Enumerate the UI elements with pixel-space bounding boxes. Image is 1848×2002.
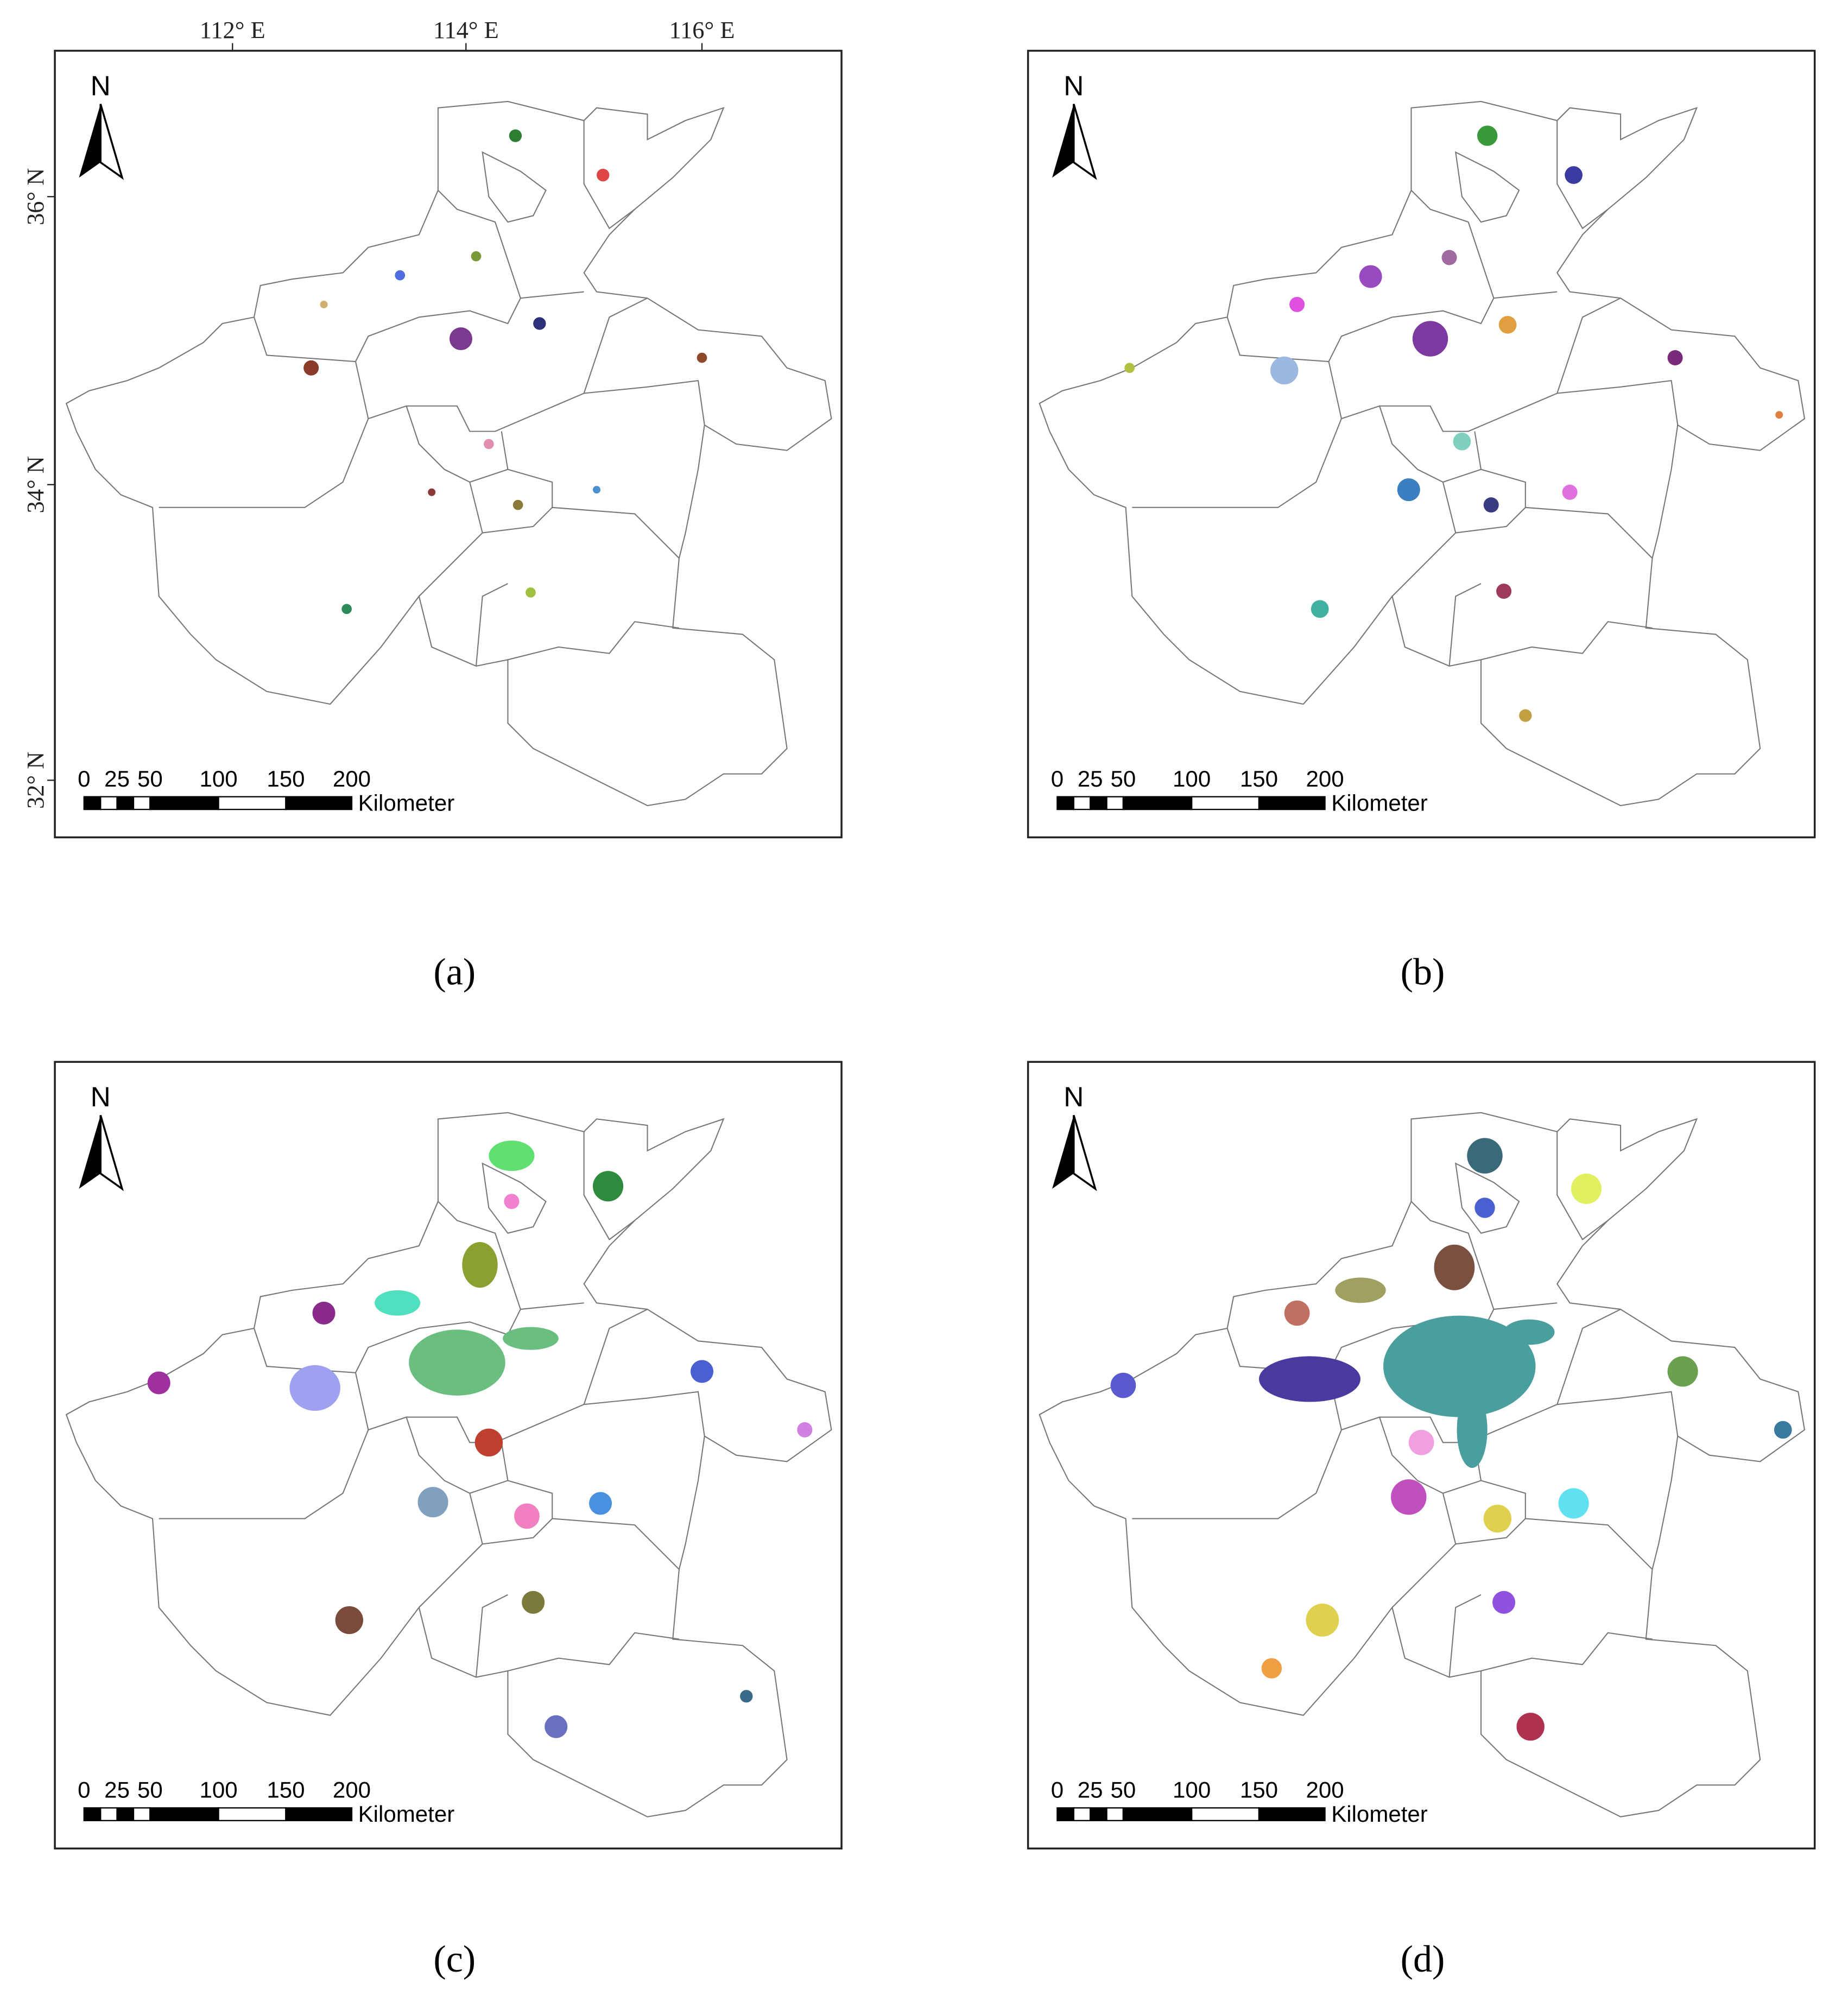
scale-label: 150 — [267, 766, 305, 791]
scale-bar — [1191, 1807, 1260, 1821]
scale-bar — [1106, 1807, 1124, 1821]
lat-label: 34° N — [22, 456, 49, 513]
scale-bar — [132, 796, 151, 810]
scale-bar — [1258, 1807, 1326, 1821]
scale-label: 150 — [1240, 1777, 1278, 1803]
regions — [1124, 125, 1783, 722]
scale-label: 200 — [1306, 1777, 1344, 1803]
map-frame — [1027, 49, 1816, 839]
north-arrow — [1052, 1115, 1074, 1189]
regions — [147, 1141, 813, 1738]
scale-label: 0 — [1051, 1777, 1064, 1803]
scale-bar — [83, 1807, 102, 1821]
north-arrow — [1073, 104, 1097, 180]
scale-label: 25 — [104, 766, 130, 791]
scale-bar — [218, 1807, 287, 1821]
scale-bar — [1056, 1807, 1074, 1821]
scale-unit: Kilometer — [358, 1801, 455, 1827]
province-outline — [66, 100, 832, 807]
scale-bar — [116, 1807, 135, 1821]
scale-label: 200 — [333, 1777, 371, 1803]
scale-bar — [116, 796, 135, 810]
scale-label: 25 — [1078, 766, 1103, 791]
scale-label: 50 — [1111, 766, 1136, 791]
scale-label: 50 — [1111, 1777, 1136, 1803]
scale-label: 200 — [333, 766, 371, 791]
north-arrow — [1073, 1114, 1097, 1192]
scale-bar — [149, 796, 219, 810]
panel-label: (a) — [433, 952, 476, 993]
scale-bar — [1073, 796, 1091, 810]
north-arrow — [99, 104, 124, 180]
lon-label: 112° E — [200, 16, 265, 43]
scale-label: 25 — [1078, 1777, 1103, 1803]
regions — [303, 129, 707, 614]
scale-bar — [1258, 796, 1326, 810]
scale-bar — [285, 1807, 353, 1821]
scale-bar — [1191, 796, 1260, 810]
scale-bar — [149, 1807, 219, 1821]
north-arrow — [1052, 104, 1074, 178]
scale-label: 0 — [78, 1777, 90, 1803]
panel-label: (d) — [1401, 1938, 1445, 1980]
map-frame — [54, 1061, 843, 1849]
scale-label: 25 — [104, 1777, 130, 1803]
lat-label: 32° N — [22, 752, 49, 809]
scale-bar — [1056, 796, 1074, 810]
panel-label: (b) — [1401, 952, 1445, 993]
scale-bar — [1122, 1807, 1193, 1821]
scale-label: 50 — [137, 766, 163, 791]
scale-bar — [1089, 1807, 1107, 1821]
lon-label: 114° E — [433, 16, 499, 43]
regions — [1110, 1138, 1792, 1741]
scale-bar — [100, 796, 118, 810]
scale-unit: Kilometer — [358, 790, 455, 815]
scale-unit: Kilometer — [1331, 1801, 1428, 1827]
scale-bar — [100, 1807, 118, 1821]
scale-bar — [1106, 796, 1124, 810]
north-label: N — [91, 1081, 111, 1112]
panel-label: (c) — [433, 1938, 476, 1980]
lat-label: 36° N — [22, 168, 49, 225]
scale-label: 50 — [137, 1777, 163, 1803]
scale-label: 0 — [78, 766, 90, 791]
scale-label: 150 — [267, 1777, 305, 1803]
north-label: N — [91, 69, 111, 101]
scale-label: 100 — [1173, 1777, 1211, 1803]
scale-bar — [1089, 796, 1107, 810]
north-arrow — [79, 1115, 101, 1189]
map-frame — [54, 49, 843, 839]
north-arrow — [99, 1114, 124, 1192]
north-arrow — [79, 104, 101, 178]
scale-bar — [83, 796, 102, 810]
lon-label: 116° E — [669, 16, 735, 43]
scale-unit: Kilometer — [1331, 790, 1428, 815]
scale-bar — [1073, 1807, 1091, 1821]
scale-bar — [132, 1807, 151, 1821]
north-label: N — [1064, 69, 1084, 101]
map-frame — [1027, 1061, 1816, 1849]
scale-bar — [218, 796, 287, 810]
scale-label: 100 — [1173, 766, 1211, 791]
scale-bar — [285, 796, 353, 810]
province-outline — [1039, 100, 1806, 807]
scale-label: 150 — [1240, 766, 1278, 791]
scale-label: 100 — [199, 1777, 237, 1803]
scale-bar — [1122, 796, 1193, 810]
scale-label: 200 — [1306, 766, 1344, 791]
province-outline — [66, 1112, 832, 1817]
scale-label: 100 — [199, 766, 237, 791]
scale-label: 0 — [1051, 766, 1064, 791]
north-label: N — [1064, 1081, 1084, 1112]
province-outline — [1039, 1112, 1806, 1817]
